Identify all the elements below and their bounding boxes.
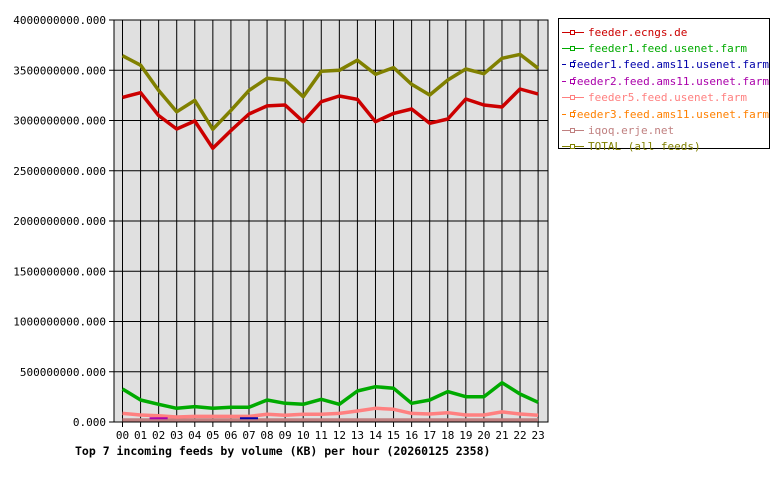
legend-swatch-icon	[562, 77, 575, 86]
legend-item: feeder1.feed.usenet.farm	[559, 40, 769, 56]
x-tick-label: 12	[333, 429, 346, 442]
x-tick-label: 13	[351, 429, 364, 442]
x-tick-label: 15	[387, 429, 400, 442]
series-lines	[121, 52, 540, 423]
legend-swatch-icon	[562, 110, 575, 119]
legend-item: feeder1.feed.ams11.usenet.farm	[559, 57, 769, 73]
x-tick-label: 17	[423, 429, 436, 442]
x-tick-label: 07	[242, 429, 255, 442]
legend: feeder.ecngs.de feeder1.feed.usenet.farm f…	[558, 18, 770, 153]
series-line	[121, 380, 539, 411]
series-line	[121, 52, 540, 132]
legend-item: feeder2.feed.ams11.usenet.farm	[559, 73, 769, 89]
x-tick-label: 16	[405, 429, 418, 442]
legend-item: feeder.ecngs.de	[559, 24, 769, 40]
legend-swatch-icon	[562, 126, 584, 135]
legend-item: feeder5.feed.usenet.farm	[559, 90, 769, 106]
legend-label: TOTAL (all feeds)	[588, 140, 701, 154]
chart-title: Top 7 incoming feeds by volume (KB) per …	[75, 444, 491, 458]
legend-label: feeder1.feed.ams11.usenet.farm	[570, 58, 769, 72]
legend-swatch-icon	[562, 60, 575, 69]
x-tick-label: 20	[477, 429, 490, 442]
legend-item: TOTAL (all feeds)	[559, 139, 769, 155]
x-tick-label: 08	[260, 429, 273, 442]
x-tick-label: 18	[441, 429, 454, 442]
x-tick-label: 00	[116, 429, 129, 442]
legend-label: feeder1.feed.usenet.farm	[588, 42, 747, 56]
y-tick-label: 0.000	[73, 416, 106, 429]
x-tick-label: 14	[369, 429, 383, 442]
y-tick-label: 1000000000.000	[13, 316, 106, 329]
x-tick-label: 09	[279, 429, 292, 442]
legend-item: feeder3.feed.ams11.usenet.farm	[559, 106, 769, 122]
series-line	[122, 406, 539, 419]
y-tick-label: 500000000.000	[20, 366, 106, 379]
x-tick-label: 01	[134, 429, 147, 442]
x-tick-label: 06	[224, 429, 237, 442]
legend-label: feeder2.feed.ams11.usenet.farm	[570, 74, 769, 88]
x-tick-label: 22	[513, 429, 526, 442]
plot-border	[113, 19, 549, 423]
y-axis: 0.000 500000000.000 1000000000.000 15000000…	[13, 14, 114, 429]
y-tick-label: 3000000000.000	[13, 115, 106, 128]
legend-swatch-icon	[562, 93, 584, 102]
legend-swatch-icon	[562, 142, 584, 151]
legend-label: iqoq.erje.net	[588, 124, 675, 138]
x-tick-label: 02	[152, 429, 165, 442]
x-tick-label: 05	[206, 429, 219, 442]
legend-item: iqoq.erje.net	[559, 122, 769, 138]
y-tick-label: 2000000000.000	[13, 215, 106, 228]
x-tick-label: 21	[495, 429, 508, 442]
x-axis: 00 01 02 03 04 05 06 07 08 09 10 11 12 13 14 15 16 17 18 19…	[116, 422, 545, 442]
legend-label: feeder.ecngs.de	[588, 25, 688, 39]
legend-swatch-icon	[562, 28, 584, 37]
y-tick-label: 3500000000.000	[13, 64, 106, 77]
legend-label: feeder3.feed.ams11.usenet.farm	[570, 107, 769, 121]
x-tick-label: 03	[170, 429, 183, 442]
y-tick-label: 4000000000.000	[13, 14, 106, 27]
legend-swatch-icon	[562, 44, 584, 53]
y-tick-label: 1500000000.000	[13, 265, 106, 278]
legend-label: feeder5.feed.usenet.farm	[588, 91, 747, 105]
x-tick-label: 23	[531, 429, 544, 442]
y-tick-label: 2500000000.000	[13, 165, 106, 178]
x-tick-label: 10	[297, 429, 310, 442]
x-tick-label: 11	[315, 429, 328, 442]
series-line	[122, 87, 539, 151]
x-tick-label: 19	[459, 429, 472, 442]
x-tick-label: 04	[188, 429, 202, 442]
